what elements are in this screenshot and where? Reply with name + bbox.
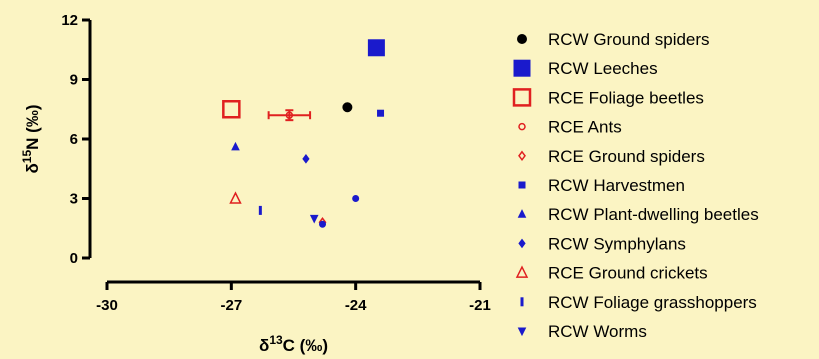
data-point	[319, 220, 327, 228]
legend-label: RCW Worms	[548, 322, 647, 341]
legend-item: RCW Plant-dwelling beetles	[517, 205, 759, 224]
legend-item: RCE Ground crickets	[515, 264, 708, 283]
legend-label: RCW Ground spiders	[548, 30, 710, 49]
data-point	[309, 214, 319, 224]
data-points	[222, 39, 385, 228]
x-tick-label: -24	[345, 297, 367, 314]
y-tick-label: 9	[70, 72, 78, 89]
y-tick-label: 0	[70, 250, 78, 267]
legend-marker	[515, 265, 529, 278]
data-point	[342, 102, 353, 113]
x-tick-label: -30	[96, 297, 118, 314]
data-point	[258, 205, 262, 215]
x-tick-label: -21	[469, 297, 491, 314]
legend-item: RCW Leeches	[513, 59, 658, 78]
y-tick-label: 6	[70, 131, 78, 148]
legend-label: RCW Foliage grasshoppers	[548, 293, 757, 312]
legend-marker	[518, 122, 526, 131]
legend-marker	[518, 150, 526, 162]
legend-label: RCE Foliage beetles	[548, 88, 704, 107]
axes: 0 3 6 9 12 -30 -27 -24 -21	[61, 12, 491, 314]
data-point	[231, 141, 240, 151]
legend: RCW Ground spiders RCW Leeches RCE Foliage…	[512, 30, 759, 341]
legend-label: RCW Harvestmen	[548, 176, 685, 195]
data-point	[377, 109, 385, 117]
legend-item: RCW Foliage grasshoppers	[520, 293, 757, 312]
legend-marker	[513, 59, 531, 77]
x-tick-label: -27	[220, 297, 242, 314]
data-point	[222, 100, 241, 119]
data-point	[302, 153, 310, 164]
legend-label: RCE Ants	[548, 118, 622, 137]
legend-item: RCW Harvestmen	[518, 176, 685, 195]
legend-label: RCW Plant-dwelling beetles	[548, 205, 759, 224]
legend-marker	[512, 88, 532, 107]
data-point	[352, 195, 360, 202]
legend-item: RCW Worms	[517, 322, 647, 341]
legend-label: RCE Ground spiders	[548, 147, 705, 166]
legend-label: RCE Ground crickets	[548, 264, 708, 283]
legend-item: RCW Ground spiders	[517, 30, 710, 49]
legend-item: RCE Ants	[518, 118, 622, 137]
legend-marker	[518, 181, 526, 189]
data-point	[229, 191, 242, 204]
x-axis-title: δ13C (‰)	[259, 333, 328, 355]
legend-marker	[517, 209, 527, 218]
legend-item: RCW Symphylans	[518, 234, 686, 253]
data-point	[285, 111, 294, 119]
y-tick-label: 3	[70, 191, 78, 208]
y-tick-label: 12	[61, 12, 78, 29]
data-point	[367, 39, 385, 57]
legend-item: RCE Foliage beetles	[512, 88, 704, 107]
legend-item: RCE Ground spiders	[518, 147, 705, 166]
legend-label: RCW Leeches	[548, 59, 658, 78]
y-axis-title: δ15N (‰)	[20, 105, 42, 174]
legend-marker	[517, 34, 527, 44]
legend-marker	[520, 297, 524, 307]
legend-marker	[517, 327, 527, 337]
legend-label: RCW Symphylans	[548, 234, 686, 253]
legend-marker	[518, 238, 526, 249]
